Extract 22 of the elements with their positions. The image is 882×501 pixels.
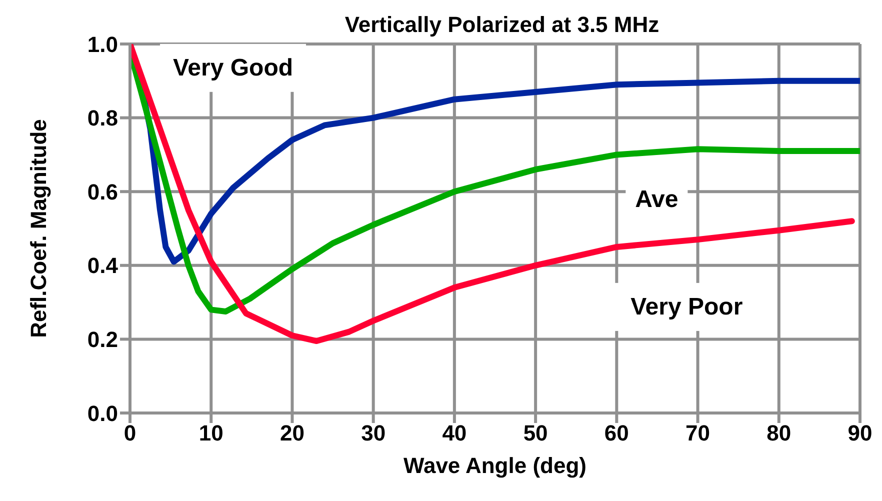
y-axis-title: Refl.Coef. Magnitude: [26, 119, 51, 338]
y-tick-label: 0.8: [87, 106, 118, 131]
x-tick-label: 10: [198, 420, 224, 446]
x-tick-label: 90: [848, 420, 872, 446]
x-tick-label: 0: [124, 420, 136, 446]
y-tick-label: 1.0: [87, 32, 118, 57]
series-label: Very Poor: [630, 293, 743, 320]
x-tick-label: 50: [523, 420, 548, 446]
x-tick-label: 40: [442, 420, 467, 446]
x-tick-label: 30: [361, 420, 386, 446]
series-label: Very Good: [172, 54, 294, 82]
x-tick-label: 80: [766, 420, 792, 446]
chart-title: Vertically Polarized at 3.5 MHz: [344, 12, 660, 38]
x-tick-label: 60: [604, 420, 629, 446]
x-axis-title: Wave Angle (deg): [404, 453, 586, 478]
y-tick-label: 0.6: [87, 179, 118, 204]
y-tick-label: 0.2: [87, 327, 118, 352]
series-label: Ave: [635, 186, 678, 214]
x-tick-label: 70: [686, 420, 710, 446]
x-tick-label: 20: [280, 420, 304, 446]
y-tick-label: 0.0: [87, 400, 118, 426]
y-tick-label: 0.4: [87, 253, 119, 278]
